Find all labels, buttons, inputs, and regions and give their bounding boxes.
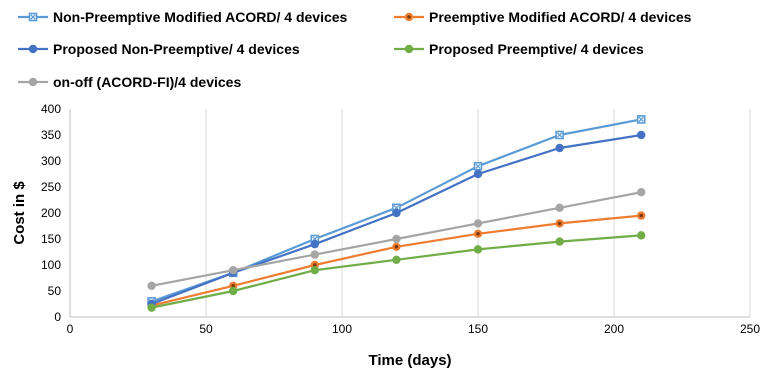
x-tick-label: 100	[332, 322, 352, 336]
data-point	[310, 240, 319, 249]
data-point-center	[557, 221, 562, 226]
data-point	[392, 234, 401, 244]
legend-label: Proposed Preemptive/ 4 devices	[429, 41, 644, 57]
series-3	[147, 130, 646, 309]
data-point-center	[476, 232, 480, 236]
series-4	[147, 231, 646, 312]
data-point	[310, 266, 319, 275]
legend-entry: Non-Preemptive Modified ACORD/ 4 devices	[18, 9, 348, 25]
data-point-mark	[556, 132, 563, 138]
x-tick-label: 50	[199, 322, 213, 336]
gridlines	[205, 109, 751, 317]
data-point	[555, 237, 564, 246]
data-point	[555, 143, 564, 153]
data-point	[473, 219, 483, 228]
data-point-center	[313, 263, 317, 267]
data-point	[28, 44, 38, 54]
y-tick-label: 50	[48, 284, 62, 298]
data-point	[392, 255, 401, 264]
x-tick-label: 200	[604, 322, 624, 336]
data-point	[147, 303, 156, 312]
y-tick-label: 300	[41, 154, 61, 168]
data-point	[310, 250, 319, 259]
legend-entry: Preemptive Modified ACORD/ 4 devices	[394, 9, 692, 25]
data-point	[555, 203, 564, 212]
data-point	[473, 169, 483, 179]
y-tick-label: 250	[41, 180, 61, 194]
data-point	[637, 231, 646, 240]
y-tick-label: 0	[54, 310, 61, 324]
data-point	[404, 44, 414, 54]
legend-label: Proposed Non-Preemptive/ 4 devices	[53, 41, 300, 57]
legend-label: Non-Preemptive Modified ACORD/ 4 devices	[53, 9, 348, 25]
series-5	[147, 188, 646, 290]
data-point-mark	[475, 163, 481, 169]
y-tick-label: 200	[41, 206, 61, 220]
x-tick-label: 150	[468, 322, 488, 336]
legend-entry: Proposed Preemptive/ 4 devices	[394, 41, 644, 57]
data-point-mark	[638, 116, 644, 123]
data-point-center	[394, 245, 399, 249]
x-tick-label: 250	[740, 322, 760, 336]
axes	[69, 109, 750, 318]
data-point-center	[639, 213, 643, 218]
legend: Non-Preemptive Modified ACORD/ 4 devices…	[18, 9, 692, 90]
y-tick-label: 100	[41, 258, 61, 272]
series-line	[151, 133, 642, 306]
series-group	[147, 115, 646, 312]
x-axis-title: Time (days)	[368, 352, 451, 369]
data-point	[229, 266, 238, 275]
y-axis-title: Cost in $	[11, 181, 28, 245]
legend-label: Preemptive Modified ACORD/ 4 devices	[429, 9, 692, 25]
data-point	[637, 188, 646, 197]
x-tick-label: 0	[67, 322, 74, 336]
data-point	[637, 130, 646, 140]
data-point-mark	[30, 14, 36, 20]
legend-label: on-off (ACORD-FI)/4 devices	[53, 74, 241, 90]
legend-entry: on-off (ACORD-FI)/4 devices	[18, 74, 241, 90]
data-point	[473, 245, 483, 254]
y-tick-label: 350	[41, 128, 61, 142]
data-point-center	[231, 284, 235, 288]
y-tick-label: 400	[41, 102, 61, 116]
data-point	[147, 281, 156, 290]
data-point-center	[407, 15, 411, 19]
data-point	[229, 286, 238, 296]
tick-labels: 0 50 100 150 200 250 0 50 100 150 200 250 300 350 400	[41, 102, 760, 336]
data-point	[392, 208, 401, 218]
legend-entry: Proposed Non-Preemptive/ 4 devices	[18, 41, 300, 57]
data-point	[28, 77, 38, 87]
y-tick-label: 150	[41, 232, 61, 246]
